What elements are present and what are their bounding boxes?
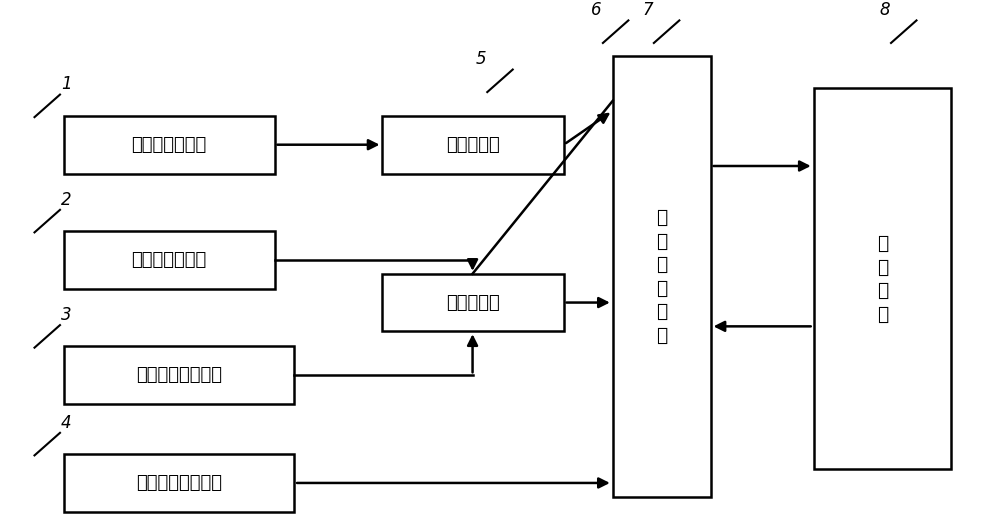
- Text: 5: 5: [476, 51, 486, 68]
- Text: 7: 7: [642, 1, 653, 19]
- Text: 2: 2: [61, 191, 72, 209]
- Bar: [382, 274, 564, 331]
- Text: 心电信号检测模块: 心电信号检测模块: [136, 474, 222, 492]
- Text: 4: 4: [61, 414, 72, 432]
- Text: 6: 6: [591, 1, 602, 19]
- Text: 主
控
模
块: 主 控 模 块: [877, 234, 888, 324]
- Bar: [64, 116, 275, 173]
- Bar: [613, 56, 711, 497]
- Text: 尿道压力测量模块: 尿道压力测量模块: [136, 366, 222, 384]
- Bar: [64, 347, 294, 404]
- Text: 1: 1: [61, 76, 72, 93]
- Bar: [814, 88, 951, 469]
- Bar: [382, 116, 564, 173]
- Text: 数
据
采
集
模
块: 数 据 采 集 模 块: [656, 208, 667, 345]
- Text: 8: 8: [879, 1, 890, 19]
- Text: 膀胱压测量模块: 膀胱压测量模块: [132, 251, 207, 269]
- Bar: [64, 454, 294, 512]
- Text: 压力传感器: 压力传感器: [446, 293, 500, 312]
- Bar: [64, 231, 275, 289]
- Text: 重力传感器: 重力传感器: [446, 136, 500, 153]
- Text: 尿流率测量模块: 尿流率测量模块: [132, 136, 207, 153]
- Text: 3: 3: [61, 306, 72, 324]
